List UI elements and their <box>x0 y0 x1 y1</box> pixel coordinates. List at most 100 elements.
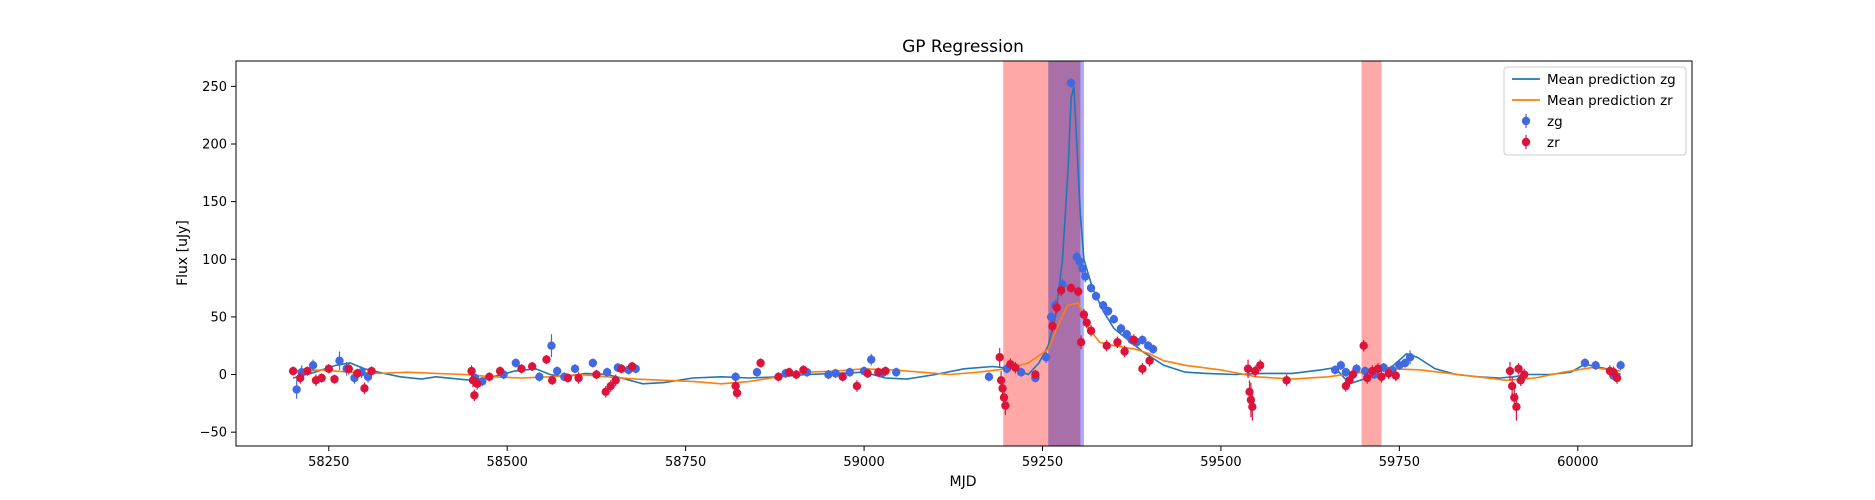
point-zr <box>1510 393 1519 402</box>
point-zr <box>601 387 610 397</box>
point-zr <box>1056 286 1066 295</box>
point-zr <box>799 365 808 375</box>
point-zg <box>1330 365 1340 375</box>
y-tick-label: 100 <box>202 253 227 268</box>
point-zr <box>1612 373 1622 383</box>
point-zr <box>1138 364 1147 373</box>
point-zr <box>1363 373 1372 383</box>
point-zr <box>998 384 1007 393</box>
shaded-region-3 <box>1361 61 1382 446</box>
point-zr <box>1129 335 1139 345</box>
point-zr <box>1377 372 1386 382</box>
point-zg <box>1580 358 1590 368</box>
point-zr <box>592 370 601 379</box>
point-zr <box>473 379 482 388</box>
point-zr <box>344 364 353 373</box>
point-zg <box>831 369 840 378</box>
x-axis-label: MJD <box>950 474 977 490</box>
point-zg <box>1109 315 1119 324</box>
point-zr <box>1348 370 1358 379</box>
point-zr <box>1073 287 1083 296</box>
shaded-region-0 <box>1003 61 1049 446</box>
point-zr <box>353 369 362 378</box>
axes-frame <box>235 60 1693 447</box>
point-zg <box>535 372 544 382</box>
point-zr <box>1246 395 1256 405</box>
point-zr <box>1066 283 1076 293</box>
x-tick-label: 58750 <box>665 455 706 470</box>
y-tick-label: −50 <box>200 426 227 441</box>
point-zr <box>485 372 494 382</box>
point-zr <box>1102 341 1111 350</box>
plot-area <box>288 61 1625 446</box>
point-zr <box>617 364 626 373</box>
point-zg <box>602 368 612 377</box>
legend: Mean prediction zg Mean prediction zr zg zr <box>1503 66 1687 156</box>
legend-marker-swatch <box>1521 137 1531 147</box>
point-zr <box>852 381 862 391</box>
point-zr <box>1255 361 1265 370</box>
point-zg <box>335 356 344 365</box>
legend-marker-swatch <box>1521 116 1531 126</box>
series-points-zg <box>292 78 1625 399</box>
point-zg <box>1046 312 1056 322</box>
point-zr <box>1245 387 1254 397</box>
point-zr <box>1079 310 1089 319</box>
point-zr <box>1120 347 1129 356</box>
point-zg <box>752 368 762 377</box>
point-zr <box>467 366 476 376</box>
point-zg <box>984 372 994 382</box>
point-zr <box>1505 366 1515 376</box>
point-zr <box>1282 376 1291 385</box>
y-axis-label: Flux [uJy] <box>175 220 191 286</box>
y-tick-label: 50 <box>210 310 227 325</box>
point-zg <box>1122 329 1131 339</box>
point-zg <box>867 355 876 364</box>
point-zr <box>1113 338 1122 347</box>
point-zg <box>1091 291 1101 301</box>
x-tick-label: 59750 <box>1379 455 1420 470</box>
point-zr <box>1359 341 1368 350</box>
point-zr <box>1391 371 1401 380</box>
point-zg <box>308 361 318 370</box>
legend-box <box>1503 66 1687 156</box>
point-zr <box>367 366 376 376</box>
point-zg <box>1075 257 1084 266</box>
y-tick-label: 200 <box>202 137 227 152</box>
point-zr <box>863 369 872 378</box>
series-points-zr <box>288 283 1622 421</box>
point-zg <box>1116 324 1126 333</box>
axes: 58250 58500 58750 59000 59250 59500 59750 60000… <box>200 60 1693 470</box>
legend-label: Mean prediction zg <box>1547 72 1676 88</box>
point-zg <box>891 368 901 377</box>
point-zr <box>881 366 890 376</box>
point-zr <box>611 376 620 385</box>
point-zg <box>511 358 520 368</box>
point-zr <box>784 368 794 377</box>
point-zr <box>1031 370 1040 379</box>
point-zg <box>1098 301 1108 310</box>
point-zr <box>874 368 883 377</box>
point-zg <box>1078 264 1087 273</box>
point-zr <box>1011 363 1020 372</box>
x-tick-label: 59500 <box>1200 455 1241 470</box>
point-zr <box>732 388 742 398</box>
point-zr <box>288 366 298 376</box>
y-tick-label: 0 <box>219 368 227 383</box>
point-zr <box>330 374 339 384</box>
point-zg <box>731 372 740 382</box>
point-zg <box>570 364 580 373</box>
point-zr <box>1507 381 1517 391</box>
point-zg <box>1405 353 1415 362</box>
point-zg <box>1341 368 1351 377</box>
point-zr <box>360 384 369 393</box>
point-zr <box>303 366 312 376</box>
legend-label: Mean prediction zr <box>1547 93 1673 109</box>
point-zg <box>1138 335 1147 345</box>
point-zr <box>1512 402 1521 412</box>
point-zr <box>296 373 305 383</box>
point-zr <box>1048 321 1057 331</box>
point-zr <box>1373 364 1383 373</box>
point-zr <box>1076 338 1086 347</box>
point-zr <box>495 366 505 376</box>
